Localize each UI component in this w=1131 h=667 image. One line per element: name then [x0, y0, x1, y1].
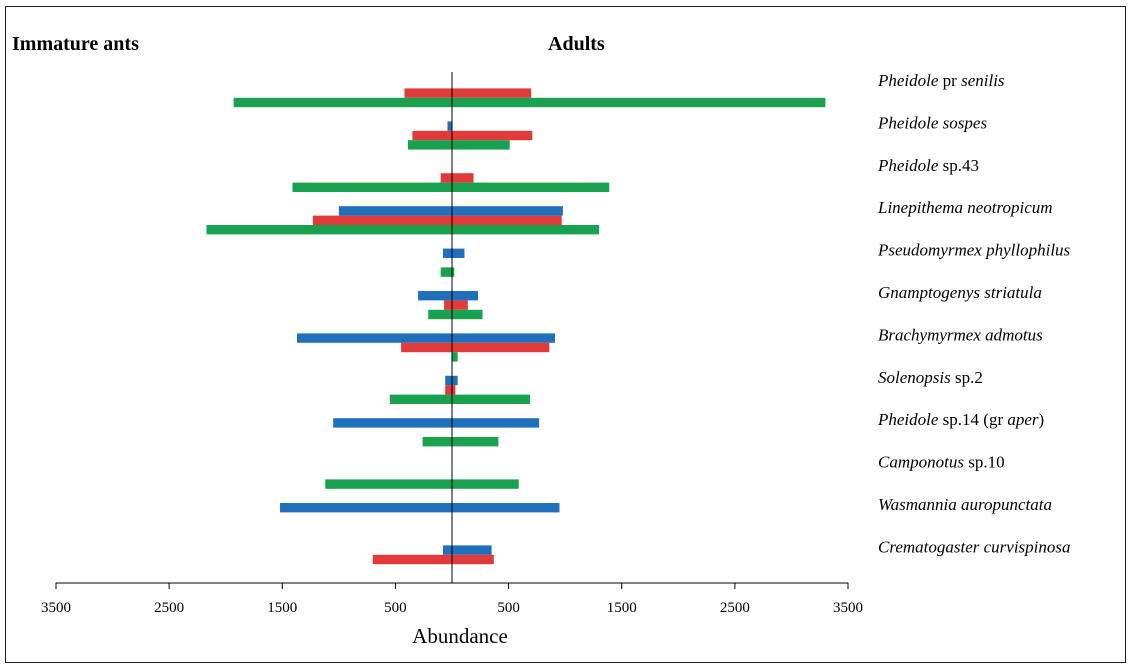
bar-green-6 — [452, 352, 458, 362]
species-label: Pheidole sp.14 (gr aper) — [877, 410, 1044, 429]
adults-header: Adults — [548, 33, 605, 55]
bar-green-5 — [428, 309, 483, 320]
species-label: Camponotus sp.10 — [878, 453, 1005, 472]
bars-group — [206, 88, 826, 565]
species-label: Pheidole sp.43 — [877, 156, 979, 175]
bar-green-4 — [440, 267, 455, 277]
bar-blue-8 — [333, 418, 540, 428]
chart-frame — [5, 6, 1126, 663]
species-label: Wasmannia auropunctata — [878, 495, 1052, 514]
x-tick-label: 500 — [497, 600, 520, 616]
species-label: Pheidole pr senilis — [877, 71, 1005, 90]
bar-red-11 — [372, 554, 494, 565]
immature-header: Immature ants — [12, 33, 139, 55]
bar-red-7 — [445, 385, 456, 395]
species-label: Brachymyrmex admotus — [878, 325, 1043, 344]
bar-red-5 — [444, 300, 468, 310]
bar-green-1 — [407, 140, 510, 150]
bar-green-9 — [325, 479, 519, 489]
bar-red-1 — [412, 130, 533, 141]
bar-blue-3 — [338, 206, 563, 216]
species-label: Linepithema neotropicum — [877, 198, 1053, 217]
bar-blue-11 — [442, 545, 492, 555]
x-axis-label: Abundance — [412, 624, 508, 648]
x-tick-label: 3500 — [833, 600, 863, 616]
x-tick-label: 2500 — [154, 600, 184, 616]
bar-blue-1 — [447, 121, 452, 131]
bar-green-8 — [422, 437, 499, 447]
x-tick-label: 3500 — [41, 600, 71, 616]
species-label: Solenopsis sp.2 — [878, 368, 983, 387]
bar-red-2 — [440, 173, 474, 183]
bar-blue-4 — [442, 248, 465, 258]
x-tick-label: 2500 — [720, 600, 750, 616]
bar-red-0 — [404, 88, 532, 98]
x-axis: 3500 2500 1500 500 500 1500 2500 3500 — [41, 72, 863, 616]
x-tick-label: 500 — [384, 600, 407, 616]
bar-green-3 — [206, 225, 600, 235]
bar-blue-5 — [418, 291, 479, 301]
species-label: Pheidole sospes — [877, 113, 987, 132]
species-labels: Pheidole pr senilis Pheidole sospes Pheido… — [877, 71, 1071, 556]
bar-green-7 — [389, 394, 531, 404]
bar-red-6 — [401, 342, 550, 353]
species-label: Crematogaster curvispinosa — [878, 537, 1071, 556]
bar-red-3 — [312, 215, 562, 225]
bar-green-2 — [292, 182, 610, 192]
bar-blue-7 — [445, 375, 458, 386]
species-label: Gnamptogenys striatula — [878, 283, 1042, 302]
x-tick-label: 1500 — [607, 600, 637, 616]
x-tick-label: 1500 — [267, 600, 297, 616]
species-label: Pseudomyrmex phyllophilus — [877, 241, 1071, 260]
bar-green-0 — [233, 97, 826, 108]
bar-blue-6 — [296, 333, 555, 343]
bar-blue-10 — [280, 503, 560, 513]
